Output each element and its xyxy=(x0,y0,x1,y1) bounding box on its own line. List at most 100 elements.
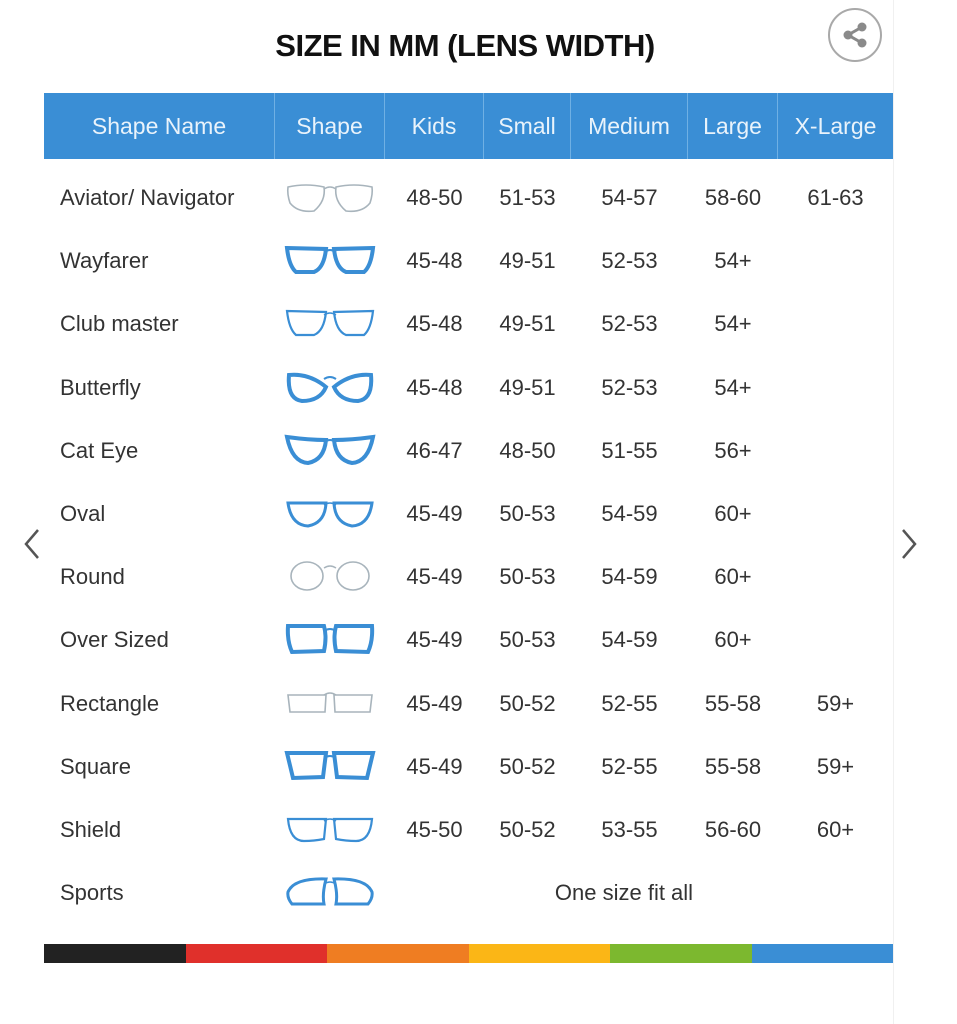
size-kids: 45-49 xyxy=(406,627,463,653)
sports-glasses-icon xyxy=(286,877,374,906)
shape-name: Round xyxy=(60,564,125,590)
size-kids: 46-47 xyxy=(406,437,463,463)
size-small: 48-50 xyxy=(499,437,556,463)
column-header: Kids xyxy=(385,93,484,159)
shape-cell xyxy=(275,874,385,912)
size-large: 56+ xyxy=(714,437,752,463)
size-large: 60+ xyxy=(714,501,752,526)
size-medium: 52-55 xyxy=(601,753,658,779)
table-row: Shield 45-50 50-52 53-55 56-60 60+ xyxy=(44,810,893,850)
table-row: Over Sized 45-49 50-53 54-59 60+ xyxy=(44,620,893,660)
column-header: Small xyxy=(484,93,571,159)
size-small: 50-52 xyxy=(499,690,556,716)
shape-name: Over Sized xyxy=(60,627,169,653)
size-large: 60+ xyxy=(714,627,752,653)
size-small: 49-51 xyxy=(499,374,556,400)
size-kids: 45-50 xyxy=(406,817,463,842)
shape-name: Shield xyxy=(60,817,122,842)
table-row: Club master 45-48 49-51 52-53 54+ xyxy=(44,304,893,344)
size-medium: 54-59 xyxy=(601,501,658,526)
size-x-large: 61-63 xyxy=(807,185,864,210)
stripe-segment xyxy=(185,944,327,963)
oval-glasses-icon xyxy=(286,501,374,528)
size-large: 58-60 xyxy=(704,185,762,210)
share-icon xyxy=(843,22,867,48)
size-small: 50-53 xyxy=(499,501,556,526)
column-header: Shape xyxy=(275,93,385,159)
table-row: Round 45-49 50-53 54-59 60+ xyxy=(44,557,893,597)
size-medium: 51-55 xyxy=(601,437,658,463)
chevron-left-icon[interactable] xyxy=(18,525,48,563)
stripe-segment xyxy=(44,944,186,963)
size-medium: 52-53 xyxy=(601,311,658,337)
stripe-segment xyxy=(327,944,469,963)
size-small: 51-53 xyxy=(499,185,556,210)
round-glasses-icon xyxy=(290,561,370,591)
shield-glasses-icon xyxy=(286,817,374,843)
shape-cell xyxy=(275,432,385,470)
stripe-segment xyxy=(468,944,610,963)
shape-cell xyxy=(275,621,385,659)
size-large: 54+ xyxy=(714,374,752,400)
shape-name: Sports xyxy=(60,880,124,906)
size-small: 50-52 xyxy=(499,817,556,842)
size-kids: 45-48 xyxy=(406,311,463,337)
table-row: Oval 45-49 50-53 54-59 60+ xyxy=(44,494,893,534)
table-row: Sports One size fit all xyxy=(44,873,893,913)
shape-cell xyxy=(275,495,385,533)
table-row: Butterfly 45-48 49-51 52-53 54+ xyxy=(44,368,893,408)
column-header: Medium xyxy=(571,93,688,159)
stripe-segment xyxy=(751,944,893,963)
table-row: Wayfarer 45-48 49-51 52-53 54+ xyxy=(44,241,893,281)
size-x-large: 59+ xyxy=(816,753,855,779)
table-header: Shape Name Shape Kids Small Medium Large X-Lar… xyxy=(44,93,893,159)
table-row: Square 45-49 50-52 52-55 55-58 59+ xyxy=(44,747,893,787)
size-large: 56-60 xyxy=(704,817,762,842)
size-large: 55-58 xyxy=(704,753,762,779)
color-stripe xyxy=(44,944,893,963)
shape-name: Square xyxy=(60,753,131,779)
aviator-glasses-icon xyxy=(286,184,374,213)
shape-name: Wayfarer xyxy=(60,248,149,274)
size-kids: 45-49 xyxy=(406,690,463,716)
size-kids: 45-48 xyxy=(406,374,463,400)
size-small: 49-51 xyxy=(499,248,556,274)
oversized-glasses-icon xyxy=(285,624,375,655)
shape-name: Butterfly xyxy=(60,374,141,400)
rectangle-glasses-icon xyxy=(287,691,373,713)
shape-cell xyxy=(275,748,385,786)
column-header: Shape Name xyxy=(44,93,275,159)
size-large: 54+ xyxy=(714,311,752,337)
shape-cell xyxy=(275,305,385,343)
chevron-right-icon[interactable] xyxy=(895,525,925,563)
size-kids: 48-50 xyxy=(406,185,463,210)
shape-name: Cat Eye xyxy=(60,437,139,463)
size-kids: 45-48 xyxy=(406,248,463,274)
shape-name: Rectangle xyxy=(60,690,160,716)
stripe-segment xyxy=(610,944,752,963)
shape-name: Aviator/ Navigator xyxy=(60,185,235,210)
size-kids: 45-49 xyxy=(406,501,463,526)
size-note: One size fit all xyxy=(554,880,694,906)
share-button[interactable] xyxy=(828,8,882,62)
size-medium: 53-55 xyxy=(601,817,658,842)
column-header: Large xyxy=(688,93,778,159)
size-medium: 52-55 xyxy=(601,690,658,716)
shape-cell xyxy=(275,811,385,849)
size-small: 49-51 xyxy=(499,311,556,337)
wayfarer-glasses-icon xyxy=(284,246,376,275)
butterfly-glasses-icon xyxy=(286,372,374,403)
clubmaster-glasses-icon xyxy=(285,310,375,337)
size-large: 60+ xyxy=(714,564,752,590)
size-medium: 54-57 xyxy=(601,185,658,210)
size-small: 50-53 xyxy=(499,627,556,653)
size-x-large: 60+ xyxy=(816,817,855,842)
cateye-glasses-icon xyxy=(284,434,376,465)
size-large: 54+ xyxy=(714,248,752,274)
size-medium: 54-59 xyxy=(601,564,658,590)
page-title: SIZE IN MM (LENS WIDTH) xyxy=(275,28,655,63)
size-medium: 52-53 xyxy=(601,248,658,274)
shape-cell xyxy=(275,685,385,723)
page-edge xyxy=(893,0,894,1024)
size-medium: 54-59 xyxy=(601,627,658,653)
